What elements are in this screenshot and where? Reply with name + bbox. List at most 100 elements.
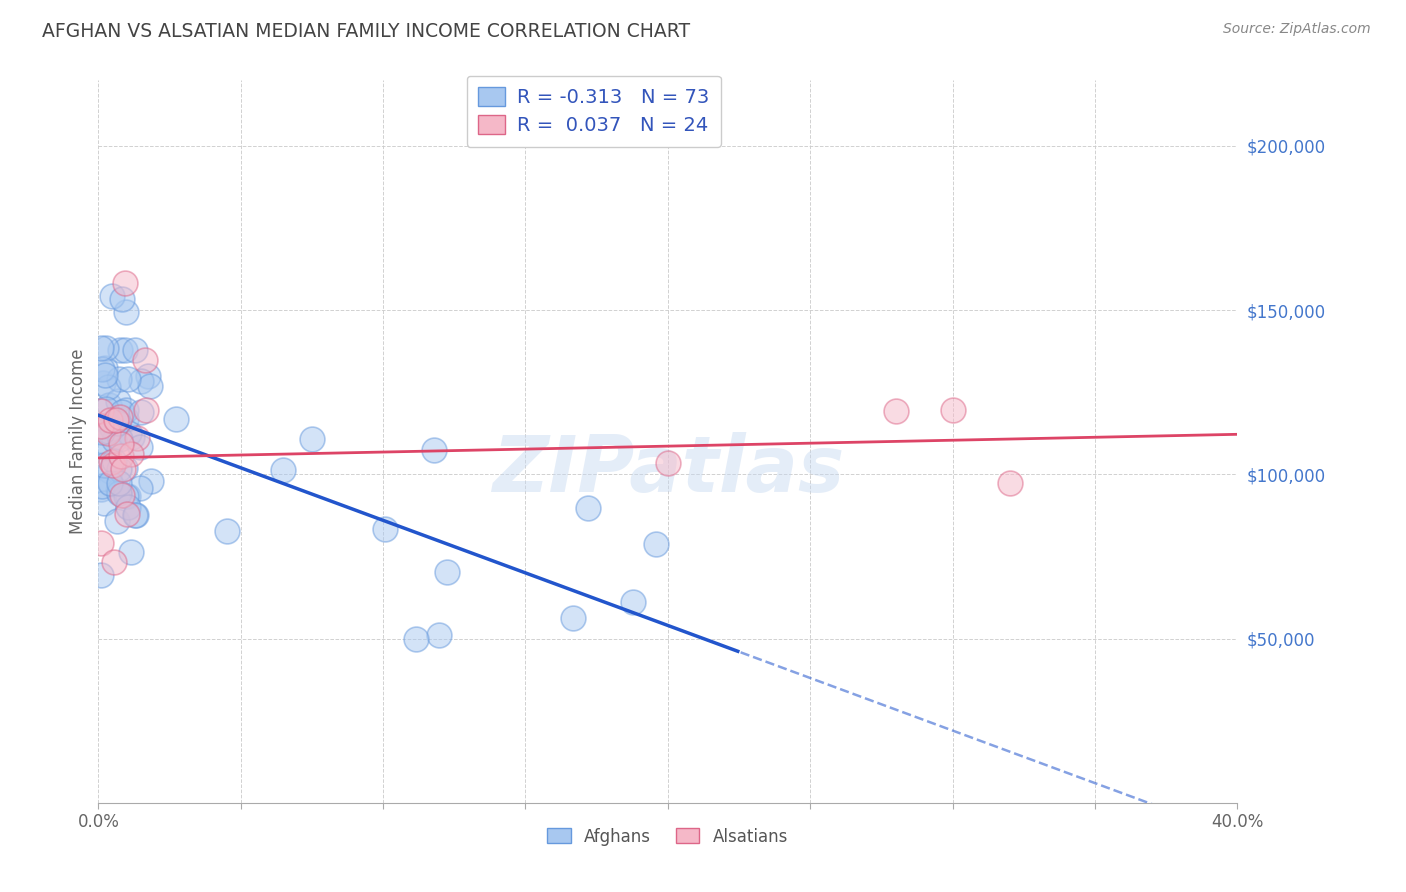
Point (645, 537, 668, 551)
Point (115, 305, 138, 319)
Point (114, 276, 136, 290)
Text: AFGHAN VS ALSATIAN MEDIAN FAMILY INCOME CORRELATION CHART: AFGHAN VS ALSATIAN MEDIAN FAMILY INCOME … (42, 22, 690, 41)
Point (884, 404, 907, 418)
Point (217, 524, 239, 538)
Point (621, 595, 644, 609)
Point (103, 433, 125, 447)
Point (120, 447, 142, 461)
Point (118, 426, 141, 441)
Text: ZIPatlas: ZIPatlas (492, 433, 844, 508)
Point (101, 289, 124, 303)
Point (301, 432, 323, 446)
Point (134, 353, 156, 368)
Point (111, 488, 134, 502)
Point (405, 632, 427, 646)
Point (120, 545, 142, 559)
Legend: Afghans, Alsatians: Afghans, Alsatians (541, 821, 794, 852)
Point (103, 458, 125, 472)
Point (436, 565, 458, 579)
Point (129, 374, 152, 388)
Point (107, 393, 129, 408)
Point (121, 430, 143, 444)
Point (91, 434, 114, 448)
Point (115, 411, 138, 425)
Point (114, 343, 136, 357)
Point (141, 474, 163, 488)
Point (96, 342, 118, 356)
Point (98, 464, 121, 478)
Point (108, 476, 131, 491)
Point (576, 500, 599, 515)
Point (374, 522, 396, 536)
Point (98, 417, 121, 432)
Point (117, 372, 139, 386)
Point (942, 403, 965, 417)
Point (107, 417, 129, 431)
Point (115, 403, 138, 417)
Point (97, 424, 120, 438)
Point (93, 495, 115, 509)
Text: Source: ZipAtlas.com: Source: ZipAtlas.com (1223, 22, 1371, 37)
Point (998, 476, 1021, 491)
Point (108, 486, 131, 500)
Point (107, 483, 129, 498)
Point (271, 463, 294, 477)
Y-axis label: Median Family Income: Median Family Income (69, 349, 87, 534)
Point (422, 443, 444, 458)
Point (90, 483, 112, 497)
Point (90, 419, 112, 434)
Point (91, 479, 114, 493)
Point (105, 413, 128, 427)
Point (90, 404, 112, 418)
Point (117, 489, 139, 503)
Point (101, 421, 124, 435)
Point (115, 489, 138, 503)
Point (110, 450, 132, 464)
Point (110, 292, 132, 306)
Point (98, 476, 121, 491)
Point (129, 405, 152, 419)
Point (91, 376, 114, 390)
Point (427, 628, 450, 642)
Point (139, 379, 162, 393)
Point (90, 341, 112, 355)
Point (129, 481, 152, 495)
Point (107, 461, 129, 475)
Point (125, 432, 148, 446)
Point (103, 555, 125, 569)
Point (115, 507, 138, 521)
Point (97, 398, 120, 412)
Point (90, 536, 112, 550)
Point (97, 425, 120, 440)
Point (90, 568, 112, 582)
Point (110, 432, 132, 446)
Point (97, 380, 120, 394)
Point (657, 456, 679, 470)
Point (108, 343, 131, 357)
Point (128, 440, 150, 454)
Point (561, 611, 583, 625)
Point (91, 361, 114, 376)
Point (117, 500, 139, 514)
Point (124, 508, 146, 523)
Point (125, 508, 148, 522)
Point (124, 343, 146, 358)
Point (98, 441, 121, 455)
Point (100, 413, 122, 427)
Point (112, 461, 135, 475)
Point (91, 425, 114, 439)
Point (94, 368, 117, 383)
Point (107, 514, 129, 528)
Point (100, 476, 122, 491)
Point (94, 401, 117, 416)
Point (93, 361, 115, 376)
Point (93, 458, 115, 472)
Point (135, 403, 157, 417)
Point (111, 405, 134, 419)
Point (110, 437, 132, 451)
Point (100, 455, 122, 469)
Point (103, 454, 125, 468)
Point (136, 368, 159, 383)
Point (110, 410, 132, 425)
Point (165, 412, 187, 426)
